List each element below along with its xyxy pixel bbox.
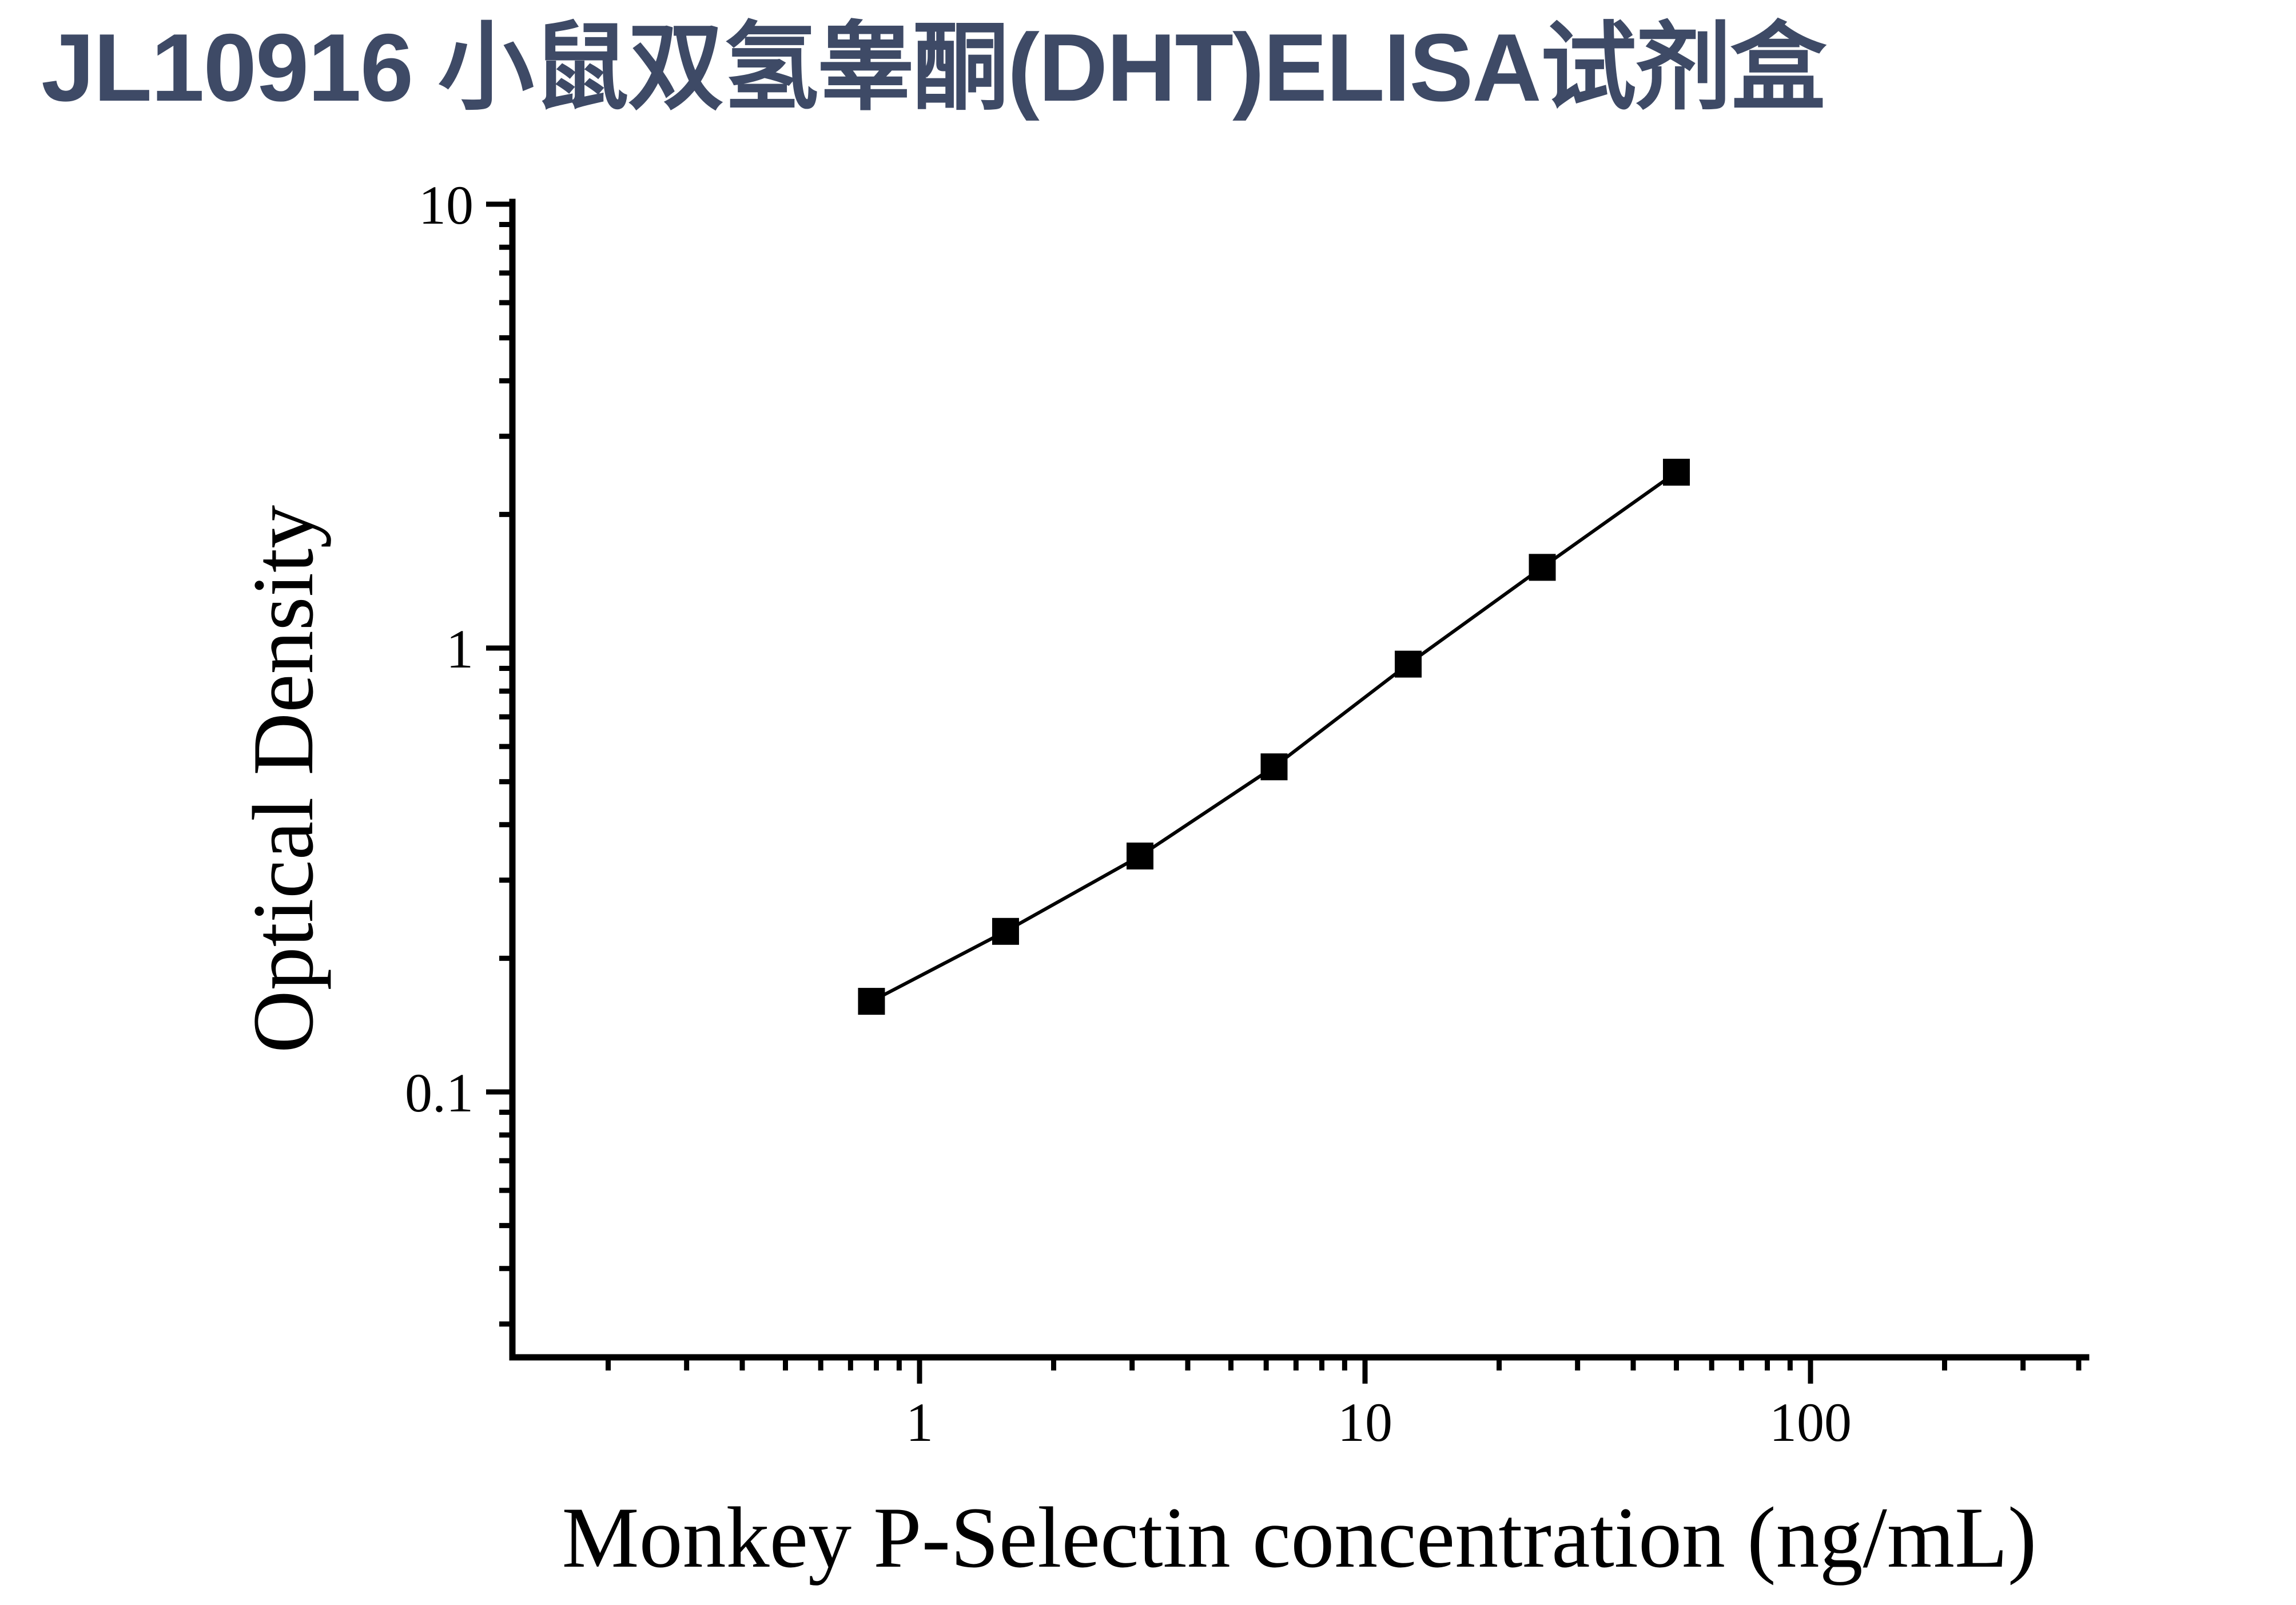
y-tick-label: 10 (419, 174, 473, 236)
data-point-marker (992, 917, 1019, 945)
data-point-marker (1126, 843, 1153, 870)
data-point-marker (1662, 459, 1690, 486)
data-point-marker (1260, 753, 1288, 781)
x-tick-label: 1 (906, 1392, 933, 1453)
y-axis-ticks (486, 201, 512, 1327)
y-tick-label: 1 (446, 618, 473, 680)
series-markers (858, 459, 1690, 1015)
x-tick-label: 10 (1338, 1392, 1392, 1453)
chart-title: JL10916 小鼠双氢睾酮(DHT)ELISA试剂盒 (41, 14, 1827, 121)
axis-spine (509, 198, 2090, 1361)
data-point-marker (1394, 650, 1422, 678)
y-tick-labels: 10 1 0.1 (405, 174, 473, 1123)
y-tick-label: 0.1 (405, 1062, 473, 1123)
data-point-marker (1529, 554, 1556, 581)
x-axis-ticks (606, 1357, 2082, 1384)
x-axis-title: Monkey P-Selectin concentration (ng/mL) (562, 1489, 2037, 1586)
y-axis-title: Optical Density (235, 504, 331, 1054)
x-tick-labels: 1 10 100 (906, 1392, 1852, 1453)
x-tick-label: 100 (1769, 1392, 1852, 1453)
data-point-marker (858, 988, 885, 1015)
